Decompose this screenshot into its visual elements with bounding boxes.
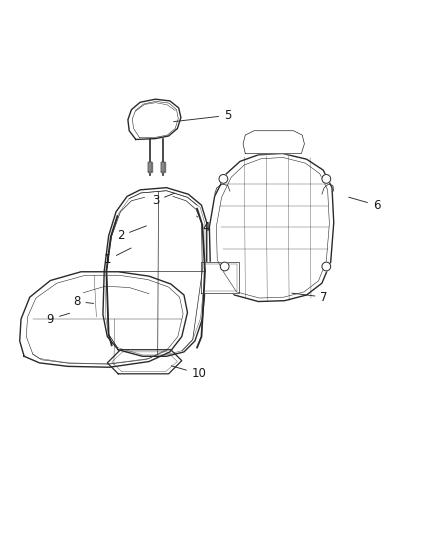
Text: 3: 3 xyxy=(152,193,175,207)
Text: 1: 1 xyxy=(103,248,131,266)
Text: 9: 9 xyxy=(46,312,70,326)
Polygon shape xyxy=(20,272,187,367)
Polygon shape xyxy=(148,162,152,172)
Polygon shape xyxy=(128,99,181,140)
Circle shape xyxy=(219,174,228,183)
Polygon shape xyxy=(103,188,207,356)
Polygon shape xyxy=(107,350,182,374)
Text: 4: 4 xyxy=(197,216,210,233)
Polygon shape xyxy=(209,154,334,302)
Text: 7: 7 xyxy=(292,290,328,304)
Text: 6: 6 xyxy=(349,197,381,212)
Text: 2: 2 xyxy=(117,226,146,243)
Circle shape xyxy=(322,174,331,183)
Text: 5: 5 xyxy=(173,109,231,122)
Polygon shape xyxy=(161,162,165,172)
Text: 10: 10 xyxy=(171,366,207,381)
Polygon shape xyxy=(243,131,304,154)
Polygon shape xyxy=(201,262,239,293)
Circle shape xyxy=(322,262,331,271)
Text: 8: 8 xyxy=(73,295,94,308)
Circle shape xyxy=(220,262,229,271)
